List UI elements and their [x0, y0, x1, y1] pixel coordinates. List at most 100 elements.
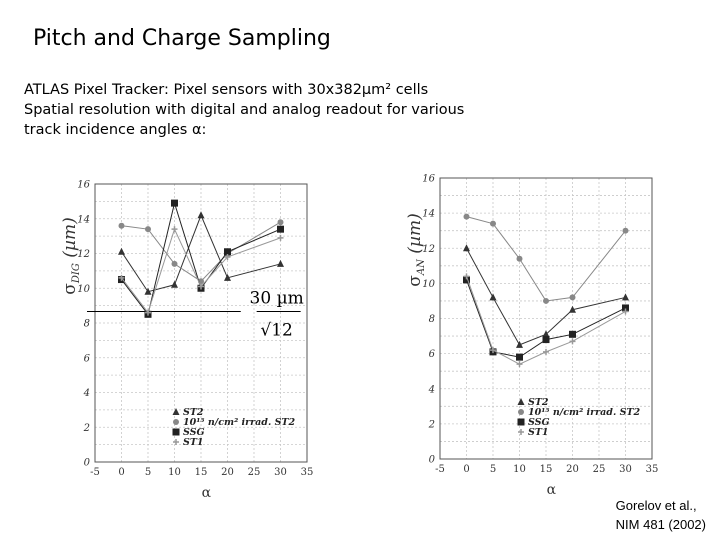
dig-y-tick-label: 10 [77, 284, 90, 295]
citation-line-2: NIM 481 (2002) [615, 517, 706, 532]
dig-legend-marker-2 [172, 428, 180, 436]
dig-x-tick-label: 35 [301, 467, 314, 478]
dig-x-tick-label: 0 [118, 467, 124, 478]
dig-series-2-line [121, 201, 281, 316]
an-y-tick-label: 6 [429, 349, 436, 360]
dig-y-tick-label: 16 [77, 180, 90, 191]
dig-series-0-point [277, 259, 284, 267]
dig-plot-frame [94, 183, 308, 463]
an-series-1-point [463, 213, 470, 220]
dig-series-2-point [224, 248, 231, 256]
dig-y-tick-label: 0 [84, 458, 91, 469]
description-line-3: track incidence angles α: [24, 122, 207, 138]
an-series-2-point [622, 304, 629, 312]
dig-y-tick-label: 4 [83, 388, 90, 399]
an-series-0-point [622, 293, 629, 301]
dig-series-0-point [144, 287, 152, 295]
an-x-tick-label: 25 [593, 464, 606, 475]
dig-reference-label-top: 30 µm [250, 289, 304, 309]
dig-series-3-point [224, 253, 231, 260]
an-legend-label-3: ST1 [528, 427, 549, 438]
dig-series-0-point [171, 280, 178, 288]
dig-series-0-point [197, 211, 205, 219]
dig-legend-label-3: ST1 [183, 437, 204, 448]
dig-legend-marker-0 [172, 408, 180, 415]
an-series-0-line [466, 248, 626, 346]
an-x-tick-label: 30 [619, 464, 632, 475]
dig-x-tick-label: 15 [195, 467, 208, 478]
an-legend-marker-1 [518, 409, 524, 415]
an-y-tick-label: 8 [429, 314, 435, 325]
dig-series-0-point [118, 247, 125, 255]
an-legend-marker-0 [517, 398, 525, 405]
dig-x-axis-label: α [202, 485, 212, 501]
an-series-0-point [542, 330, 550, 338]
dig-series-3-point [198, 283, 204, 290]
an-x-tick-label: 15 [540, 464, 553, 475]
an-series-3-point [463, 273, 470, 280]
an-series-1-point [543, 297, 549, 304]
an-x-tick-label: 10 [513, 464, 526, 475]
an-legend-label-0: ST2 [528, 397, 549, 408]
an-y-tick-label: 12 [422, 244, 435, 255]
an-series-3-point [490, 347, 496, 354]
an-legend-label-1: 10¹⁵ n/cm² irrad. ST2 [528, 407, 640, 418]
an-plot-frame [439, 177, 653, 460]
an-series-1-point [516, 255, 523, 262]
an-series-2-point [542, 336, 550, 344]
an-series-0-point [569, 305, 576, 313]
dig-y-axis-label: σDIG (µm) [60, 217, 82, 294]
an-x-tick-label: 5 [490, 464, 496, 475]
dig-series-1-point [145, 226, 151, 233]
dig-x-tick-label: -5 [90, 467, 100, 478]
dig-reference-label-bottom: √12 [260, 321, 292, 341]
an-series-1-line [466, 216, 626, 302]
an-series-3-point [622, 308, 629, 315]
an-series-2-point [516, 353, 523, 361]
dig-series-0-point [224, 273, 231, 281]
an-x-tick-label: 0 [463, 464, 469, 475]
an-y-tick-label: 16 [422, 174, 435, 185]
an-legend-marker-3 [518, 429, 524, 435]
an-y-tick-label: 14 [422, 209, 435, 220]
dig-series-3-point [171, 226, 178, 233]
description-line-2: Spatial resolution with digital and anal… [24, 102, 465, 118]
dig-x-tick-label: 10 [168, 467, 181, 478]
an-series-1-point [622, 227, 629, 234]
an-series-1-point [569, 294, 576, 301]
dig-series-1-point [118, 222, 125, 229]
an-series-2-point [463, 276, 470, 284]
dig-x-tick-label: 30 [274, 467, 287, 478]
slide-title: Pitch and Charge Sampling [33, 26, 331, 51]
dig-y-tick-label: 6 [84, 353, 91, 364]
dig-y-tick-label: 12 [77, 249, 90, 260]
dig-y-tick-label: 2 [83, 423, 90, 434]
an-y-axis-label: σAN (µm) [405, 213, 427, 286]
dig-y-tick-label: 14 [77, 214, 90, 225]
an-legend-label-2: SSG [528, 417, 550, 428]
an-series-3-point [569, 338, 576, 345]
dig-x-tick-label: 25 [248, 467, 261, 478]
an-series-3-line [466, 276, 626, 365]
an-series-3-point [516, 361, 523, 368]
an-legend-marker-2 [517, 418, 525, 426]
description-line-1: ATLAS Pixel Tracker: Pixel sensors with … [24, 82, 429, 98]
an-series-2-line [466, 279, 626, 358]
citation-line-1: Gorelov et al., [615, 498, 697, 513]
an-y-tick-label: 0 [429, 455, 436, 466]
citation: Gorelov et al., NIM 481 (2002) [616, 496, 706, 534]
dig-series-2-point [171, 199, 178, 207]
dig-x-tick-label: 20 [221, 467, 234, 478]
dig-series-3-line [121, 227, 281, 314]
an-series-0-point [463, 244, 470, 252]
dig-series-1-point [277, 219, 284, 226]
an-x-tick-label: -5 [435, 464, 445, 475]
dig-series-3-point [118, 274, 125, 281]
dig-legend-marker-1 [173, 419, 179, 425]
dig-legend-label-1: 10¹⁵ n/cm² irrad. ST2 [183, 417, 295, 428]
an-x-tick-label: 20 [566, 464, 579, 475]
an-series-1-point [490, 220, 496, 227]
an-x-axis-label: α [547, 482, 557, 498]
